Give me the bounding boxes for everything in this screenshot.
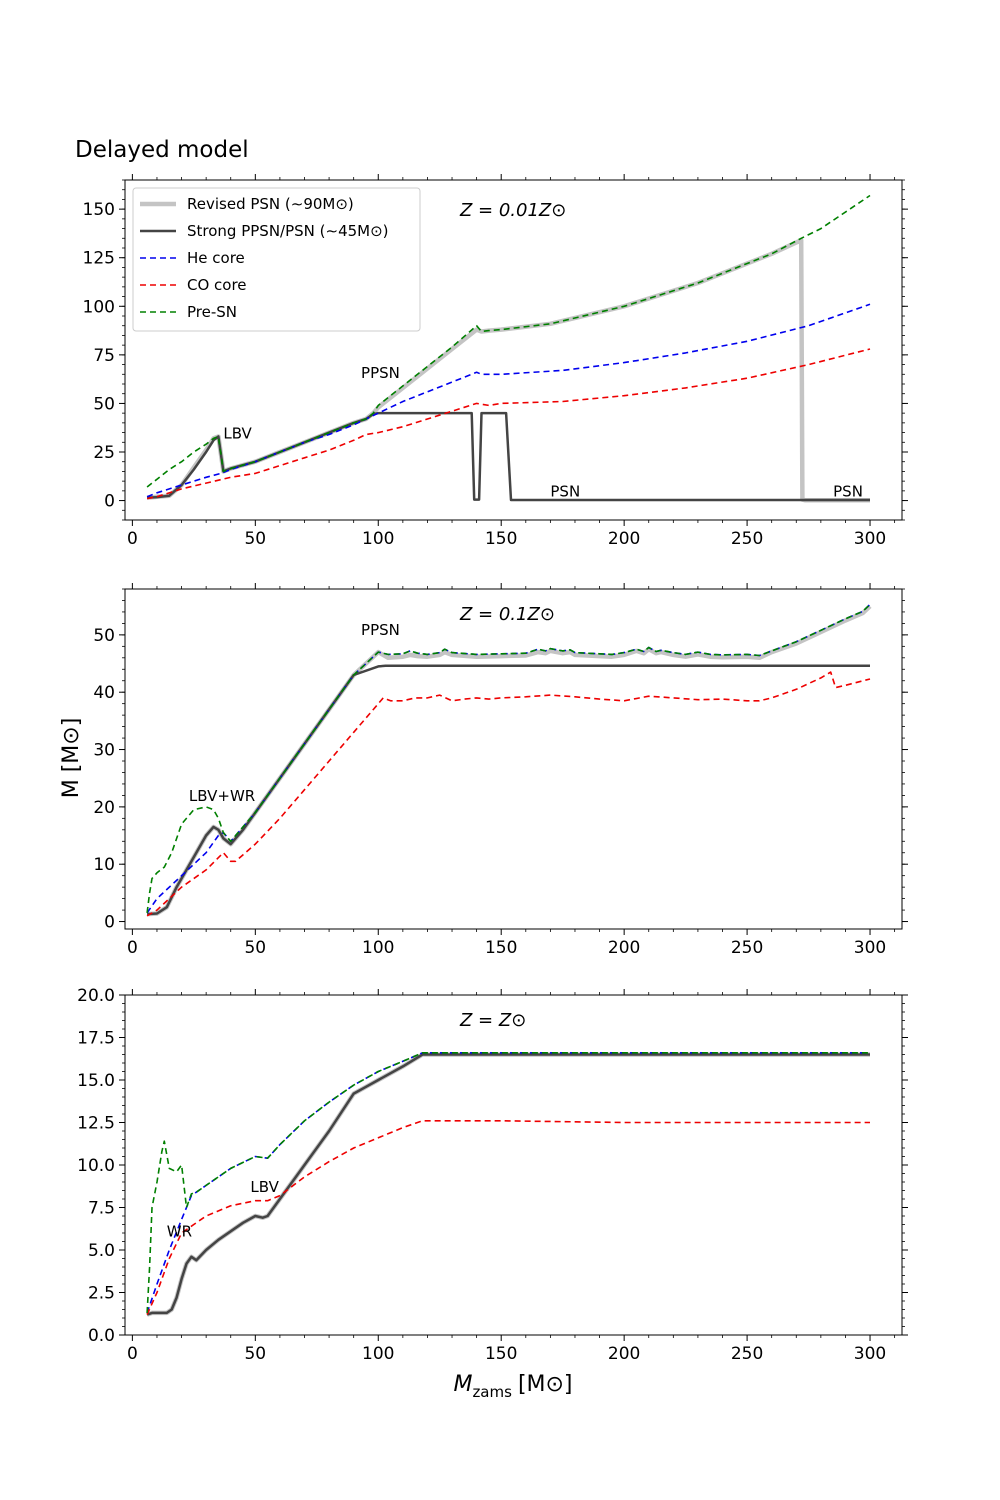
- annotation-psn: PSN: [550, 483, 580, 501]
- y-tick-label: 75: [93, 346, 115, 366]
- y-tick-label: 5.0: [88, 1241, 115, 1261]
- series-he: [146, 603, 871, 914]
- series-strong: [147, 664, 870, 916]
- y-axis-label: M [M⊙]: [59, 718, 84, 799]
- y-tick-label: 0: [104, 913, 115, 933]
- y-tick-label: 40: [93, 683, 115, 703]
- series-co: [146, 348, 871, 500]
- axes-frame: [124, 588, 903, 930]
- series-group: [146, 1052, 870, 1317]
- annotation-lbv: LBV: [250, 1178, 279, 1196]
- y-tick-label: 15.0: [77, 1071, 115, 1091]
- x-tick-label: 100: [362, 938, 394, 958]
- annotation-lbv: LBV: [223, 424, 252, 442]
- y-tick-label: 10.0: [77, 1156, 115, 1176]
- x-tick-label: 250: [731, 1344, 763, 1364]
- panel-2: 0 50 100 150 200 250 300 0 10 20 30 40 50 Z = 0.1Z⊙ LB…: [93, 583, 908, 958]
- x-tick-label: 250: [731, 529, 763, 549]
- series-revised: [146, 604, 872, 917]
- y-tick-label: 7.5: [88, 1199, 115, 1219]
- x-tick-label: 100: [362, 1344, 394, 1364]
- series-group: [146, 603, 872, 917]
- metallicity-label: Z = 0.1Z⊙: [459, 604, 555, 625]
- annotation-psn: PSN: [833, 483, 863, 501]
- y-tick-label: 20: [93, 798, 115, 818]
- legend-label-co: CO core: [187, 276, 247, 294]
- x-tick-label: 0: [127, 1344, 138, 1364]
- x-tick-label: 0: [127, 529, 138, 549]
- series-co: [146, 1120, 870, 1315]
- figure-title: Delayed model: [75, 137, 249, 163]
- metallicity-label: Z = 0.01Z⊙: [459, 200, 566, 221]
- y-tick-label: 50: [93, 626, 115, 646]
- y-tick-label: 17.5: [77, 1029, 115, 1049]
- x-tick-label: 200: [608, 938, 640, 958]
- x-tick-label: 50: [244, 1344, 266, 1364]
- series-strong: [147, 411, 870, 502]
- x-tick-label: 300: [854, 1344, 886, 1364]
- legend: Revised PSN (∼90M⊙) Strong PPSN/PSN (∼45M…: [132, 187, 421, 332]
- x-tick-label: 100: [362, 529, 394, 549]
- legend-frame: [132, 187, 421, 332]
- annotation-lbv-wr: LBV+WR: [189, 787, 255, 805]
- x-tick-label: 300: [854, 529, 886, 549]
- legend-label-presn: Pre-SN: [187, 303, 237, 321]
- y-tick-label: 12.5: [77, 1114, 115, 1134]
- y-tick-label: 30: [93, 741, 115, 761]
- legend-label-revised: Revised PSN (∼90M⊙): [187, 195, 354, 213]
- series-presn: [146, 603, 871, 913]
- y-tick-label: 2.5: [88, 1284, 115, 1304]
- annotation-ppsn: PPSN: [361, 621, 400, 639]
- y-tick-label: 0: [104, 492, 115, 512]
- x-tick-label: 300: [854, 938, 886, 958]
- y-tick-label: 100: [83, 297, 115, 317]
- x-tick-label: 200: [608, 1344, 640, 1364]
- axes-frame: [124, 179, 903, 521]
- x-tick-label: 50: [244, 529, 266, 549]
- series-presn: [146, 1052, 870, 1313]
- metallicity-label: Z = Z⊙: [459, 1010, 526, 1031]
- series-presn: [146, 194, 871, 488]
- axes-frame: [124, 994, 903, 1336]
- x-tick-label: 150: [485, 938, 517, 958]
- y-tick-label: 25: [93, 443, 115, 463]
- series-he: [146, 303, 871, 498]
- legend-label-strong: Strong PPSN/PSN (∼45M⊙): [187, 222, 389, 240]
- y-tick-label: 125: [83, 249, 115, 269]
- x-tick-label: 0: [127, 938, 138, 958]
- panel-1: 0 50 100 150 200 250 300 0 25 50 75 100 125 150 Z = 0.…: [83, 174, 908, 549]
- series-he: [146, 1052, 870, 1314]
- x-tick-label: 150: [485, 529, 517, 549]
- legend-label-he: He core: [187, 249, 245, 267]
- series-strong: [146, 1053, 870, 1316]
- annotation-ppsn: PPSN: [361, 364, 400, 382]
- y-tick-label: 10: [93, 855, 115, 875]
- x-axis-label: Mzams [M⊙]: [453, 1372, 572, 1401]
- y-tick-label: 50: [93, 394, 115, 414]
- x-tick-label: 200: [608, 529, 640, 549]
- series-co: [146, 671, 871, 917]
- x-tick-label: 150: [485, 1344, 517, 1364]
- annotation-wr: WR: [167, 1222, 192, 1240]
- panel-3: 0 50 100 150 200 250 300 0.0 2.5 5.0 7.5 10.0 12.5 15…: [77, 986, 908, 1364]
- x-tick-label: 250: [731, 938, 763, 958]
- y-tick-label: 150: [83, 200, 115, 220]
- x-tick-label: 50: [244, 938, 266, 958]
- y-tick-label: 0.0: [88, 1326, 115, 1346]
- shared-labels: Mzams [M⊙] M [M⊙]: [59, 718, 573, 1401]
- series-group: [146, 194, 871, 503]
- y-tick-label: 20.0: [77, 986, 115, 1006]
